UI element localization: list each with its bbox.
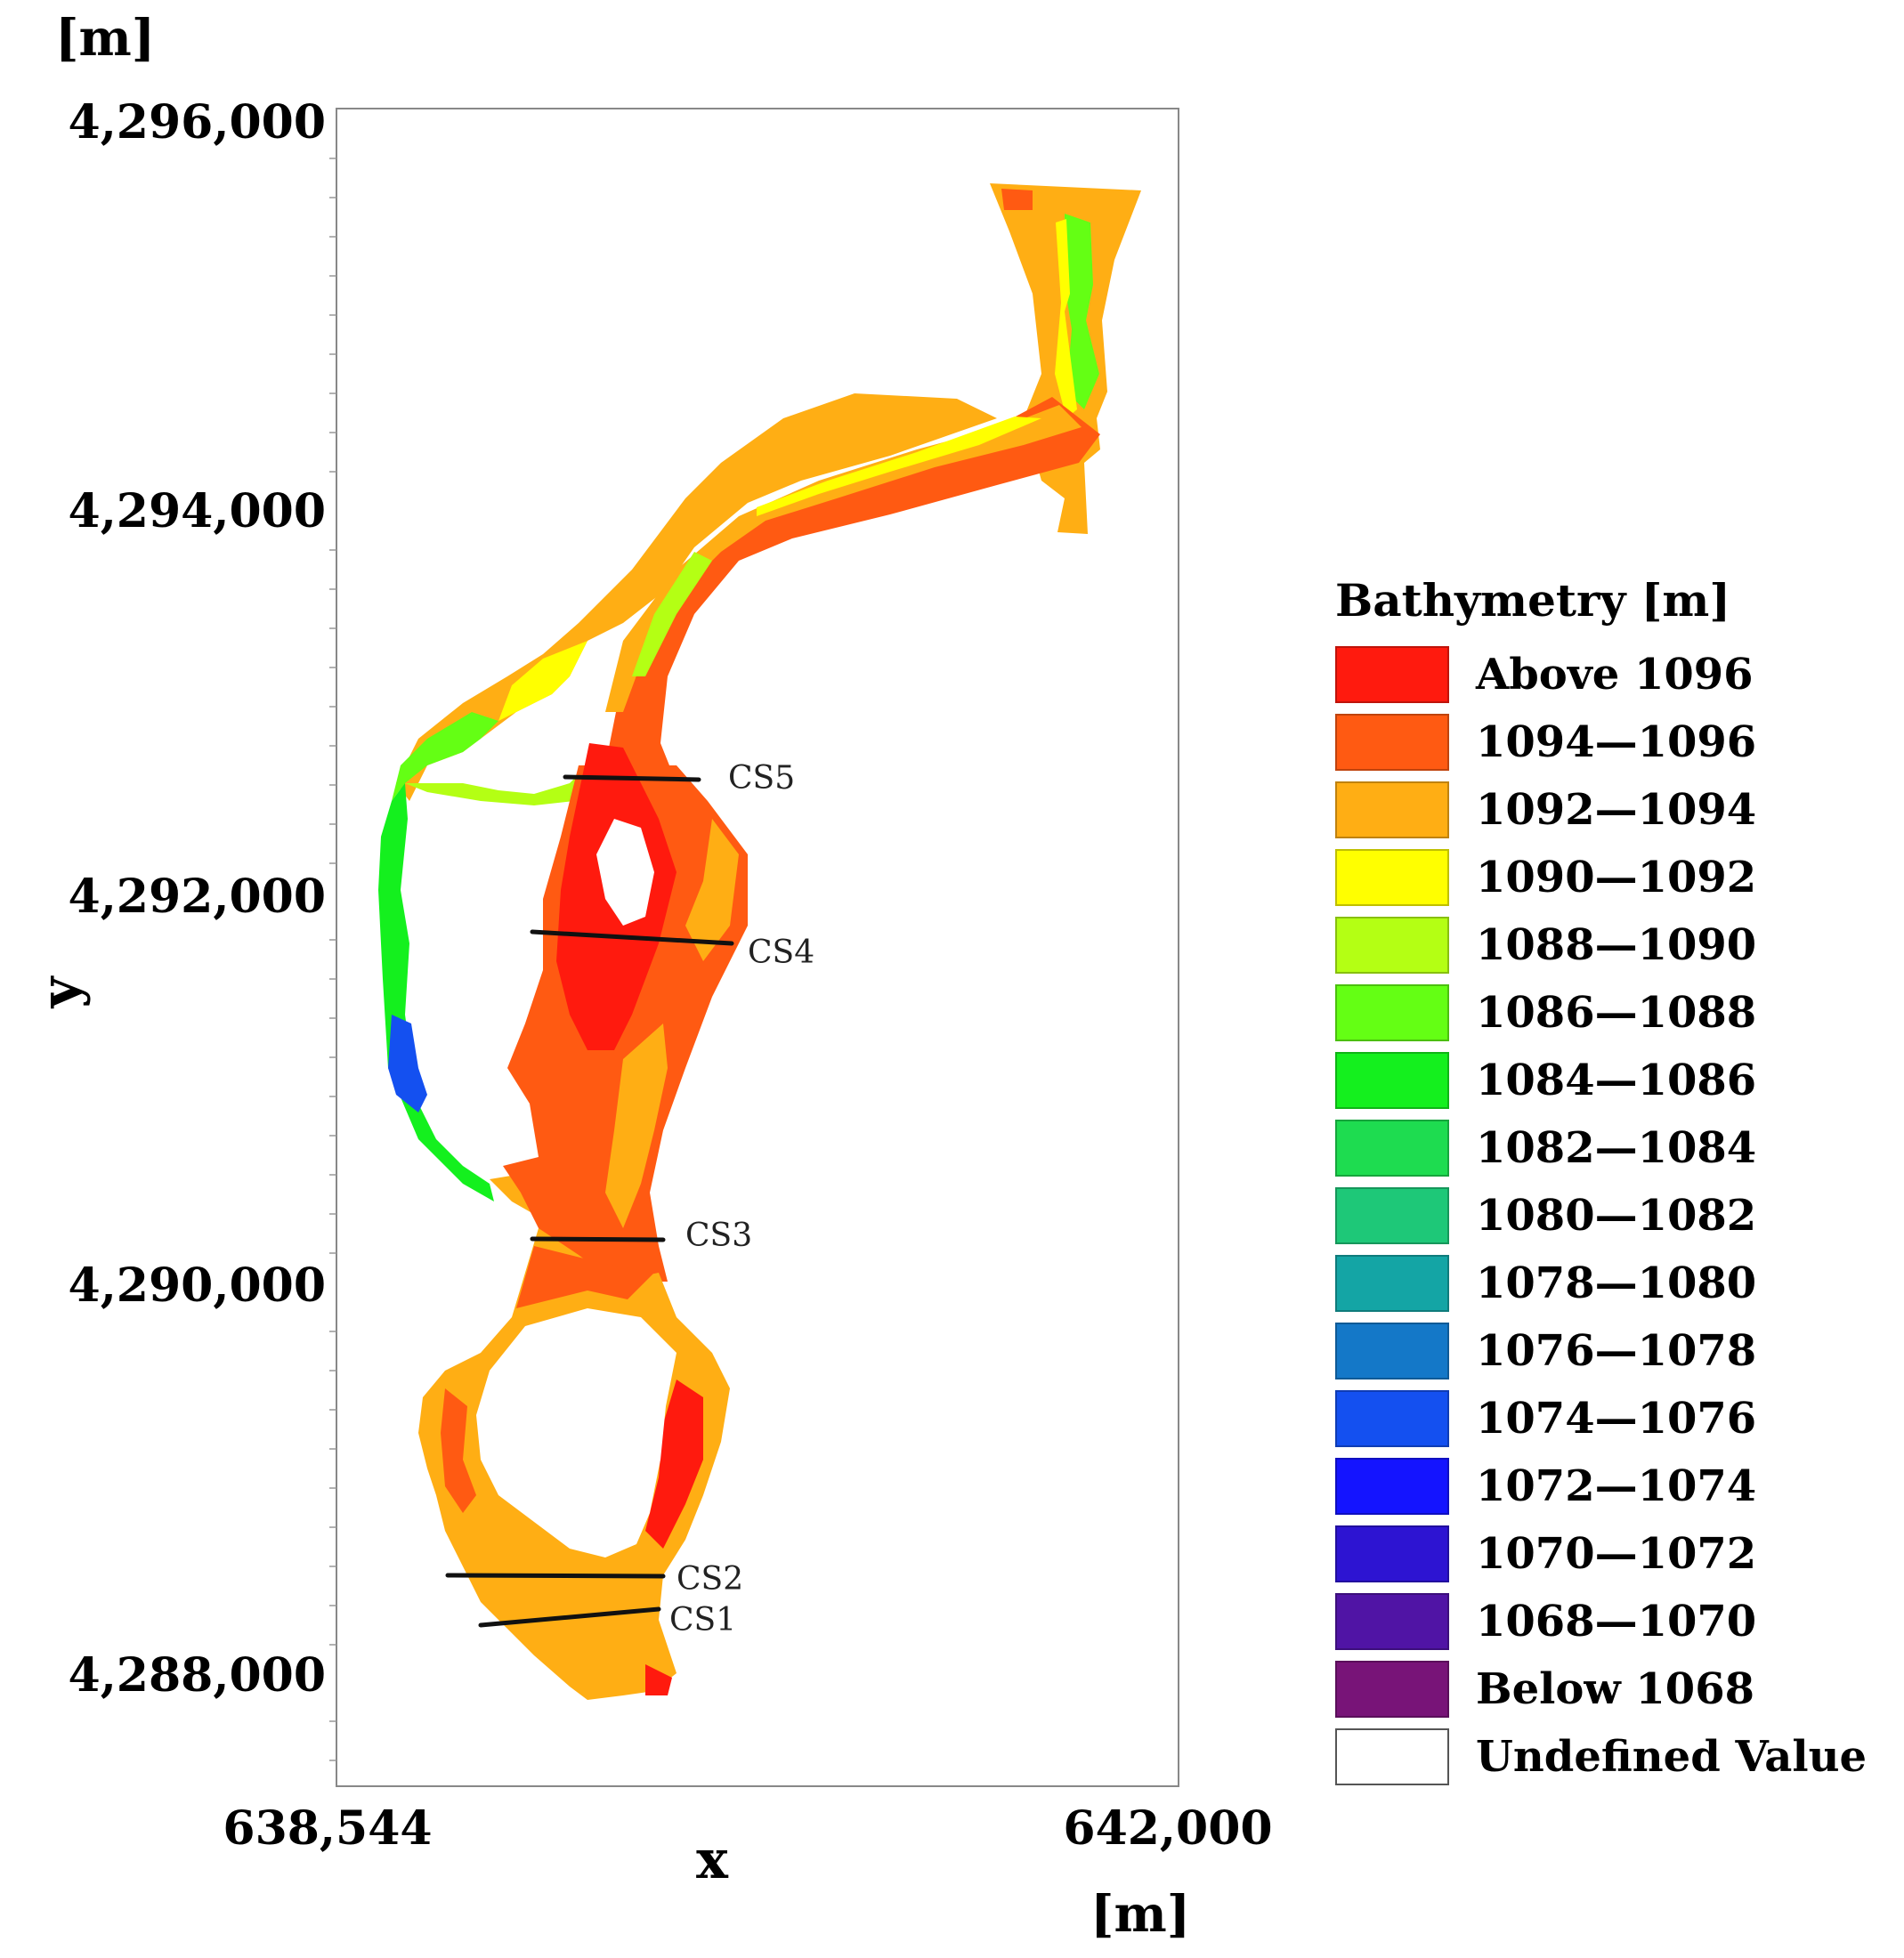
y-axis-minor-ticks	[329, 158, 336, 1761]
x-axis-title: x	[696, 1829, 729, 1891]
upper-channel-yellow-strip	[757, 417, 1041, 516]
y-units-label: [m]	[55, 9, 155, 68]
legend-item: 1076—1078	[1335, 1317, 1887, 1385]
upper-channel-yellowgreen-strip	[632, 552, 712, 676]
y-tick-label: 4,288,000	[69, 1648, 326, 1703]
legend-label: 1094—1096	[1476, 717, 1757, 767]
legend-label: 1084—1086	[1476, 1056, 1757, 1105]
legend-item: 1072—1074	[1335, 1452, 1887, 1520]
cs5-label: CS5	[728, 760, 795, 797]
legend-label: 1082—1084	[1476, 1123, 1757, 1173]
y-tick-label: 4,296,000	[69, 95, 326, 150]
legend-swatch	[1335, 1120, 1449, 1177]
legend-item: 1082—1084	[1335, 1114, 1887, 1182]
legend-label: 1092—1094	[1476, 785, 1757, 835]
lower-loop-red-tail	[645, 1664, 672, 1695]
lower-loop-orange	[516, 1246, 654, 1308]
legend-item: 1068—1070	[1335, 1588, 1887, 1655]
legend-label: Below 1068	[1476, 1664, 1754, 1714]
legend-label: Above 1096	[1476, 650, 1754, 700]
legend-swatch	[1335, 1661, 1449, 1718]
legend-label: 1088—1090	[1476, 920, 1757, 970]
legend-label: 1074—1076	[1476, 1394, 1757, 1444]
middle-island-1	[596, 819, 654, 926]
lower-loop-orange-west	[441, 1388, 476, 1513]
legend-swatch	[1335, 1052, 1449, 1109]
legend-label: 1086—1088	[1476, 988, 1757, 1038]
x-units-label: [m]	[1090, 1885, 1190, 1944]
legend-label: 1090—1092	[1476, 853, 1757, 902]
legend-label: Undefined Value	[1476, 1732, 1868, 1782]
cs5-line	[563, 774, 701, 782]
river-bathymetry	[378, 183, 1141, 1700]
middle-channel-light-band	[685, 819, 739, 961]
legend-swatch	[1335, 646, 1449, 703]
legend-item: Undefined Value	[1335, 1723, 1887, 1791]
west-loop-link	[405, 774, 579, 805]
legend-item: 1084—1086	[1335, 1047, 1887, 1114]
legend-swatch	[1335, 1593, 1449, 1650]
legend-label: 1070—1072	[1476, 1529, 1757, 1579]
legend-item: 1094—1096	[1335, 708, 1887, 776]
cs1-label: CS1	[669, 1602, 736, 1638]
x-tick-label: 638,544	[223, 1801, 432, 1856]
left-side-channel-green	[392, 712, 498, 801]
legend-swatch	[1335, 714, 1449, 771]
legend-label: 1068—1070	[1476, 1597, 1757, 1646]
upstream-red-patch	[1001, 189, 1033, 210]
legend-item: 1074—1076	[1335, 1385, 1887, 1452]
cs3-line	[530, 1236, 666, 1242]
upstream-yellow-zone	[1055, 219, 1077, 418]
y-tick-label: 4,290,000	[69, 1258, 326, 1313]
middle-channel-orange-band	[605, 1024, 668, 1228]
legend-item: 1090—1092	[1335, 844, 1887, 911]
cs1-line	[478, 1606, 661, 1628]
cs2-label: CS2	[677, 1561, 743, 1598]
legend-swatch	[1335, 1458, 1449, 1515]
legend-items: Above 1096 1094—1096 1092—1094 1090—1092 108…	[1335, 641, 1887, 1791]
legend-swatch	[1335, 781, 1449, 838]
cs4-line	[530, 929, 734, 946]
legend-swatch	[1335, 1323, 1449, 1380]
upstream-deep-zone	[1065, 214, 1099, 409]
legend-label: 1078—1080	[1476, 1258, 1757, 1308]
legend-swatch	[1335, 1187, 1449, 1244]
legend-title: Bathymetry [m]	[1335, 574, 1730, 627]
legend-item: 1088—1090	[1335, 911, 1887, 979]
bathymetry-legend: Bathymetry [m] Above 1096 1094—1096 1092—1…	[1335, 570, 1887, 1791]
y-tick-label: 4,292,000	[69, 870, 326, 924]
legend-label: 1080—1082	[1476, 1191, 1757, 1241]
y-tick-label: 4,294,000	[69, 484, 326, 538]
legend-swatch	[1335, 917, 1449, 974]
legend-item: Above 1096	[1335, 641, 1887, 708]
legend-swatch	[1335, 984, 1449, 1041]
legend-item: 1086—1088	[1335, 979, 1887, 1047]
legend-item: 1080—1082	[1335, 1182, 1887, 1250]
x-tick-label: 642,000	[1063, 1801, 1272, 1856]
legend-swatch	[1335, 849, 1449, 906]
legend-item: 1070—1072	[1335, 1520, 1887, 1588]
legend-swatch	[1335, 1525, 1449, 1582]
legend-label: 1072—1074	[1476, 1461, 1757, 1511]
legend-swatch	[1335, 1390, 1449, 1447]
lower-island	[476, 1308, 677, 1558]
cross-section-lines	[445, 774, 734, 1628]
y-axis-title: y	[29, 975, 92, 1008]
legend-label: 1076—1078	[1476, 1326, 1757, 1376]
cs4-label: CS4	[748, 934, 814, 971]
legend-item: 1092—1094	[1335, 776, 1887, 844]
lower-loop-red-east	[645, 1380, 703, 1549]
legend-swatch	[1335, 1728, 1449, 1785]
west-loop-blue	[388, 1015, 427, 1112]
legend-item: Below 1068	[1335, 1655, 1887, 1723]
left-side-channel	[396, 393, 997, 801]
cs2-line	[445, 1573, 666, 1579]
legend-item: 1078—1080	[1335, 1250, 1887, 1317]
cs3-label: CS3	[685, 1218, 752, 1254]
legend-swatch	[1335, 1255, 1449, 1312]
left-side-channel-yellow	[498, 641, 587, 721]
